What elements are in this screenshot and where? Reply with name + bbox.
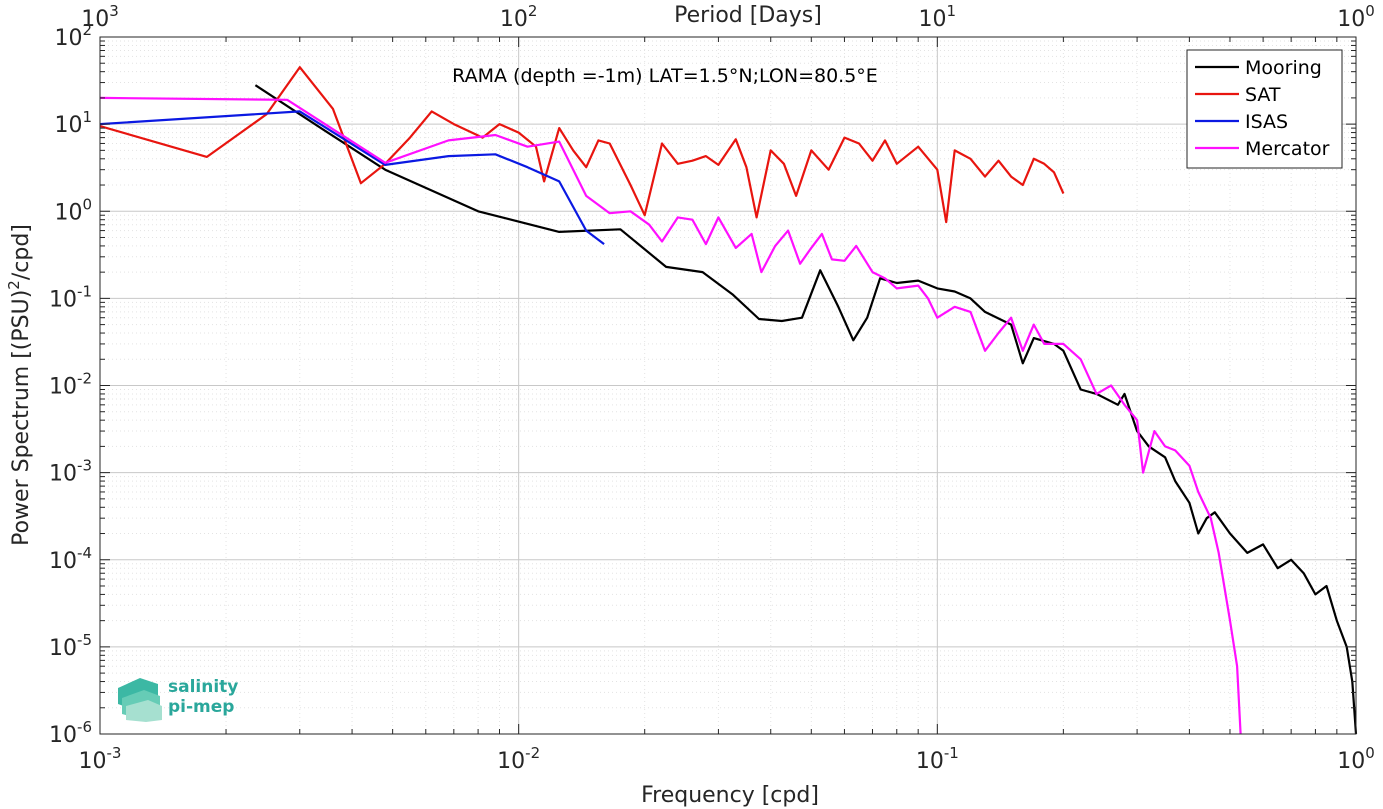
- top-tick-label: 102: [500, 2, 538, 32]
- legend-label: ISAS: [1245, 111, 1288, 133]
- y-tick-label: 10-1: [49, 282, 92, 312]
- series-line-mooring: [254, 84, 1358, 735]
- series-layer: [99, 66, 1358, 735]
- x-tick-label: 10-1: [916, 744, 959, 774]
- y-tick-label: 101: [54, 108, 92, 138]
- logo-mark-icon: [118, 678, 162, 722]
- logo-line2: pi-mep: [168, 697, 234, 717]
- chart-title: RAMA (depth =-1m) LAT=1.5°N;LON=80.5°E: [452, 65, 878, 87]
- y-tick-label: 10-6: [49, 718, 92, 748]
- salinity-pi-mep-logo: salinity pi-mep: [118, 677, 238, 722]
- legend-label: Mooring: [1245, 57, 1322, 79]
- legend-label: SAT: [1245, 84, 1281, 106]
- x-tick-label: 100: [1337, 744, 1375, 774]
- logo-line1: salinity: [168, 677, 238, 697]
- y-tick-label: 102: [54, 21, 92, 51]
- y-tick-label: 10-3: [49, 457, 92, 487]
- y-tick-label: 10-4: [49, 544, 92, 574]
- top-axis-label: Period [Days]: [674, 3, 822, 28]
- y-axis-label: Power Spectrum [(PSU)2/cpd]: [5, 224, 34, 546]
- series-line-mercator: [99, 96, 1242, 735]
- legend: Mooring SAT ISAS Mercator: [1186, 49, 1343, 169]
- x-tick-label: 10-2: [497, 744, 540, 774]
- y-tick-label: 100: [54, 195, 92, 225]
- x-tick-label: 10-3: [79, 744, 122, 774]
- top-tick-label: 100: [1337, 2, 1375, 32]
- series-line-sat: [99, 66, 1065, 224]
- legend-label: Mercator: [1245, 138, 1330, 160]
- x-axis-label: Frequency [cpd]: [641, 783, 819, 808]
- y-tick-label: 10-2: [49, 370, 92, 400]
- top-tick-label: 101: [919, 2, 957, 32]
- series-line-isas: [99, 110, 605, 245]
- top-tick-label: 103: [81, 2, 119, 32]
- tick-marks: [99, 37, 1356, 735]
- tick-labels: 10-3 10-2 10-1 100 102 101 100 10-1 10-2 10-3 10-4…: [49, 2, 1375, 774]
- y-tick-label: 10-5: [49, 631, 92, 661]
- grid-lines: [99, 37, 1356, 735]
